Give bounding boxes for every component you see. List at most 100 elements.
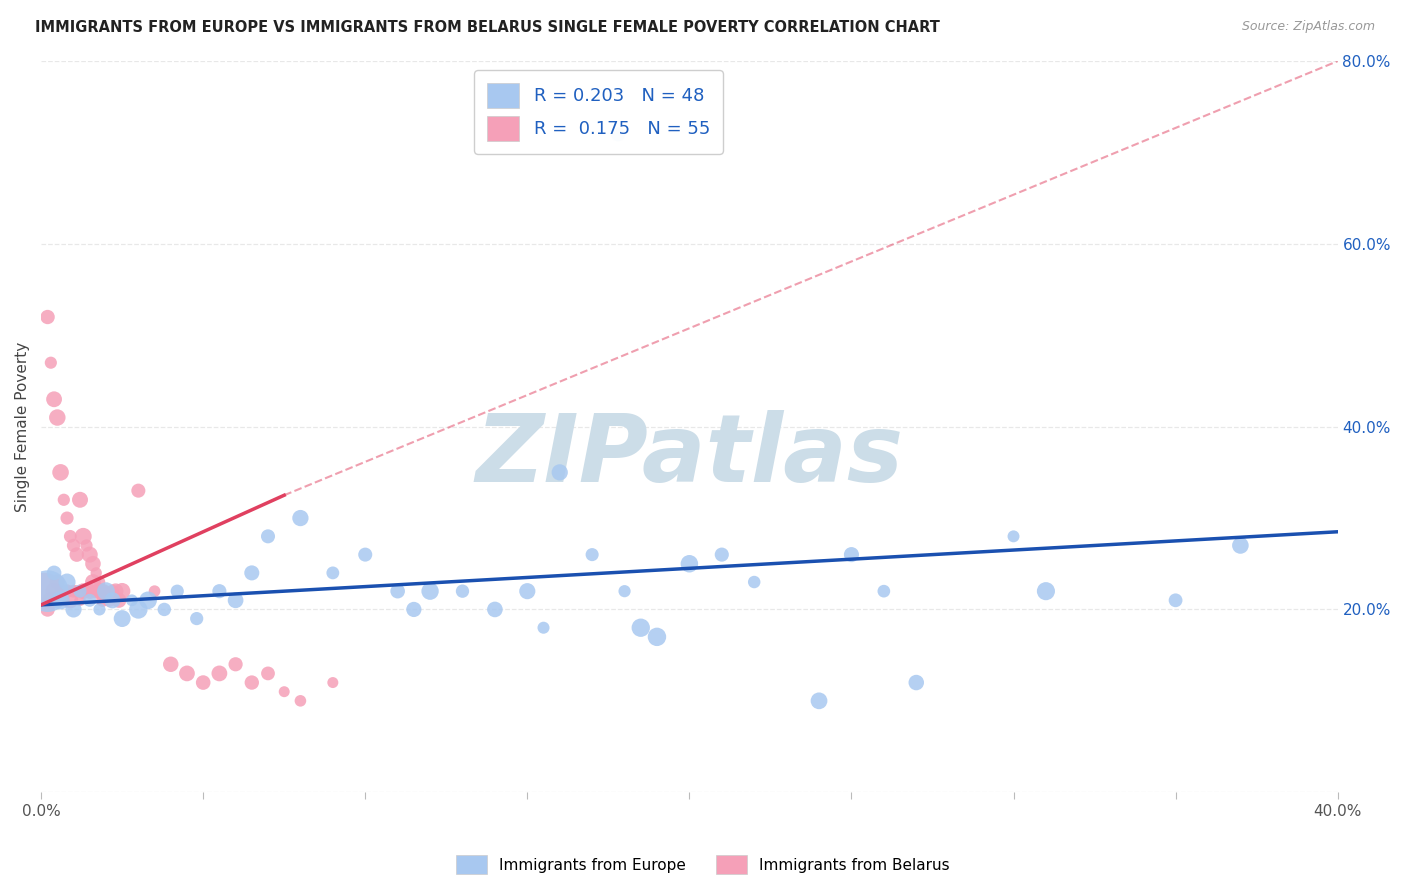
Point xyxy=(159,657,181,672)
Point xyxy=(742,575,765,590)
Point xyxy=(98,593,121,607)
Text: ZIPatlas: ZIPatlas xyxy=(475,410,904,502)
Point xyxy=(69,593,91,607)
Point xyxy=(533,621,555,635)
Point xyxy=(322,675,344,690)
Point xyxy=(79,548,101,562)
Point xyxy=(76,539,98,553)
Point xyxy=(42,584,65,599)
Point xyxy=(69,492,91,507)
Legend: R = 0.203   N = 48, R =  0.175   N = 55: R = 0.203 N = 48, R = 0.175 N = 55 xyxy=(474,70,723,153)
Point xyxy=(42,566,65,580)
Point xyxy=(62,584,84,599)
Point xyxy=(208,584,231,599)
Point xyxy=(290,694,312,708)
Point xyxy=(710,548,733,562)
Point xyxy=(516,584,538,599)
Point xyxy=(1164,593,1187,607)
Point xyxy=(451,584,474,599)
Text: IMMIGRANTS FROM EUROPE VS IMMIGRANTS FROM BELARUS SINGLE FEMALE POVERTY CORRELAT: IMMIGRANTS FROM EUROPE VS IMMIGRANTS FRO… xyxy=(35,20,941,35)
Y-axis label: Single Female Poverty: Single Female Poverty xyxy=(15,342,30,512)
Point xyxy=(808,694,831,708)
Point xyxy=(240,675,263,690)
Point xyxy=(153,602,176,616)
Point xyxy=(101,593,124,607)
Point xyxy=(66,584,89,599)
Point xyxy=(101,584,124,599)
Point xyxy=(72,584,94,599)
Point xyxy=(56,575,79,590)
Point xyxy=(402,602,425,616)
Point xyxy=(89,584,111,599)
Text: Source: ZipAtlas.com: Source: ZipAtlas.com xyxy=(1241,20,1375,33)
Point xyxy=(79,584,101,599)
Point xyxy=(84,566,107,580)
Point xyxy=(72,529,94,543)
Point xyxy=(91,593,114,607)
Point xyxy=(79,593,101,607)
Point xyxy=(52,492,75,507)
Point xyxy=(290,511,312,525)
Point xyxy=(59,593,82,607)
Point xyxy=(354,548,377,562)
Point xyxy=(56,584,79,599)
Legend: Immigrants from Europe, Immigrants from Belarus: Immigrants from Europe, Immigrants from … xyxy=(450,849,956,880)
Point xyxy=(873,584,896,599)
Point xyxy=(1229,539,1251,553)
Point xyxy=(56,511,79,525)
Point xyxy=(176,666,198,681)
Point xyxy=(104,584,127,599)
Point xyxy=(581,548,603,562)
Point xyxy=(42,392,65,407)
Point xyxy=(127,602,149,616)
Point xyxy=(121,593,143,607)
Point xyxy=(89,575,111,590)
Point xyxy=(136,593,159,607)
Point xyxy=(548,466,571,480)
Point xyxy=(419,584,441,599)
Point xyxy=(84,584,107,599)
Point xyxy=(108,593,131,607)
Point xyxy=(841,548,863,562)
Point xyxy=(127,483,149,498)
Point xyxy=(607,128,630,142)
Point xyxy=(645,630,668,644)
Point xyxy=(46,575,69,590)
Point xyxy=(111,611,134,625)
Point xyxy=(34,584,56,599)
Point xyxy=(49,466,72,480)
Point xyxy=(82,557,104,571)
Point xyxy=(89,602,111,616)
Point xyxy=(52,593,75,607)
Point xyxy=(69,584,91,599)
Point xyxy=(273,684,295,698)
Point xyxy=(225,593,247,607)
Point xyxy=(59,529,82,543)
Point xyxy=(905,675,928,690)
Point xyxy=(46,410,69,425)
Point xyxy=(94,584,117,599)
Point xyxy=(484,602,506,616)
Point xyxy=(1035,584,1057,599)
Point xyxy=(225,657,247,672)
Point xyxy=(94,584,117,599)
Point xyxy=(193,675,215,690)
Point xyxy=(143,584,166,599)
Point xyxy=(111,584,134,599)
Point xyxy=(208,666,231,681)
Point xyxy=(37,602,59,616)
Point xyxy=(387,584,409,599)
Point xyxy=(37,310,59,324)
Point xyxy=(49,584,72,599)
Point xyxy=(1002,529,1025,543)
Point xyxy=(257,529,280,543)
Point xyxy=(39,356,62,370)
Point xyxy=(82,575,104,590)
Point xyxy=(49,593,72,607)
Point xyxy=(62,602,84,616)
Point xyxy=(37,584,59,599)
Point xyxy=(257,666,280,681)
Point xyxy=(678,557,700,571)
Point xyxy=(62,539,84,553)
Point xyxy=(166,584,188,599)
